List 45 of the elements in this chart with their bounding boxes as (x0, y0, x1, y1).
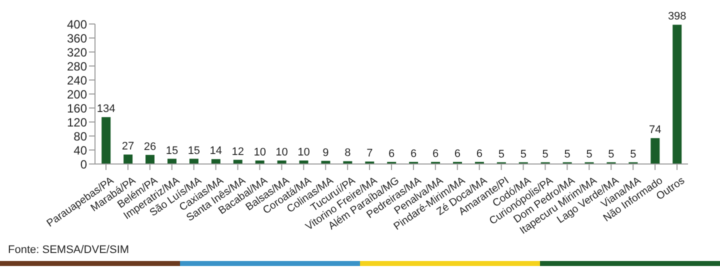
bar (211, 159, 220, 164)
y-tick-label: 120 (66, 115, 88, 130)
data-label: 398 (668, 10, 686, 23)
data-label: 10 (298, 146, 310, 158)
data-label: 5 (520, 148, 526, 160)
y-tick-label: 160 (66, 101, 88, 116)
source-note: Fonte: SEMSA/DVE/SIM (8, 244, 130, 256)
data-label: 6 (410, 148, 417, 160)
data-label: 5 (608, 148, 614, 160)
y-tick-label: 80 (74, 129, 88, 144)
data-label: 6 (432, 148, 439, 160)
bar (124, 154, 133, 164)
y-tick-label: 320 (66, 45, 88, 60)
y-tick-label: 240 (66, 73, 88, 88)
y-tick-label: 360 (66, 31, 88, 46)
data-label: 74 (649, 124, 662, 136)
y-tick-label: 200 (66, 87, 88, 102)
data-label: 27 (122, 140, 134, 153)
data-label: 5 (498, 148, 504, 160)
data-label: 5 (564, 148, 570, 160)
y-tick-label: 280 (66, 59, 88, 74)
data-label: 10 (254, 146, 266, 158)
y-tick-label: 40 (74, 143, 88, 158)
data-label: 5 (630, 148, 636, 160)
data-label: 5 (542, 148, 548, 160)
data-label: 134 (96, 103, 116, 116)
data-label: 9 (322, 146, 329, 159)
data-label: 6 (388, 148, 395, 160)
bar (650, 138, 660, 164)
data-label: 7 (366, 148, 373, 160)
data-label: 15 (188, 144, 200, 157)
data-label: 15 (166, 144, 178, 157)
data-label: 8 (344, 147, 351, 160)
bar (146, 154, 155, 164)
data-label: 6 (476, 148, 483, 160)
bar (672, 24, 682, 164)
bar (102, 117, 111, 164)
y-tick-label: 0 (80, 157, 88, 172)
data-label: 12 (232, 146, 244, 158)
data-label: 10 (276, 146, 288, 158)
data-label: 5 (586, 148, 592, 160)
data-label: 14 (210, 145, 222, 158)
data-label: 6 (454, 148, 461, 160)
y-tick-label: 400 (66, 17, 88, 32)
data-label: 26 (144, 140, 156, 153)
